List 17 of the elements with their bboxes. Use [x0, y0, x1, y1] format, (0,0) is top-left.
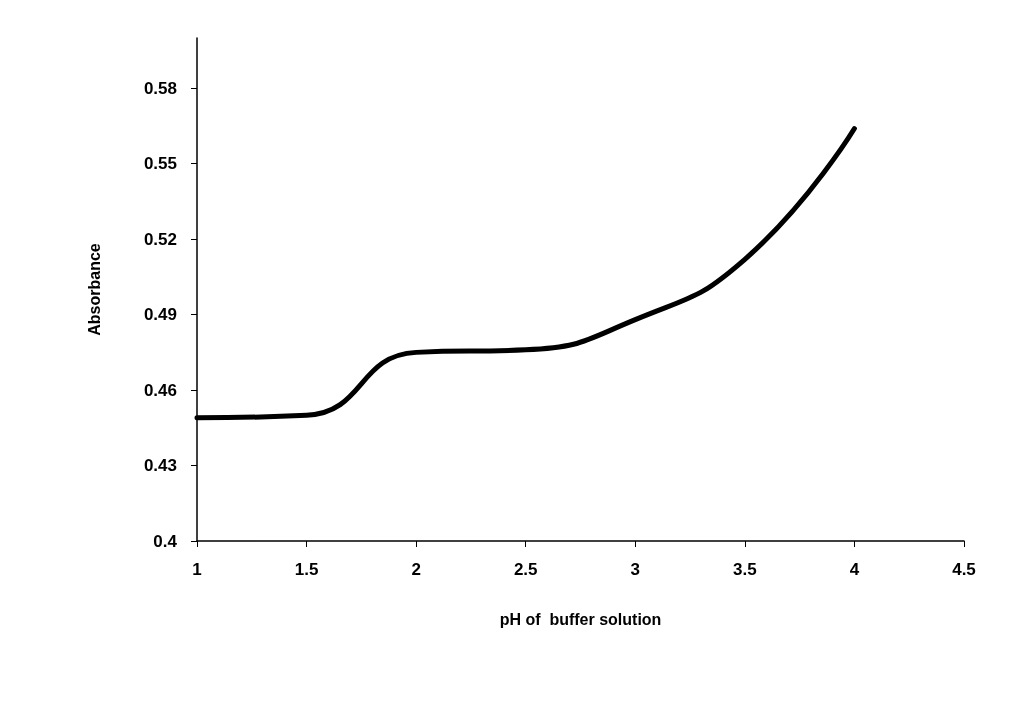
x-tick-label: 4: [849, 560, 860, 579]
x-axis-title: pH of buffer solution: [499, 610, 662, 628]
y-tick-label: 0.58: [143, 78, 177, 98]
x-tick-label: 2.5: [513, 560, 538, 579]
x-tick-label: 1: [192, 560, 202, 579]
x-tick-label: 4.5: [952, 560, 976, 579]
x-tick-label: 2: [411, 560, 421, 579]
y-tick-label: 0.49: [143, 305, 177, 325]
x-tick-label: 3.5: [733, 560, 757, 579]
x-tick-label: 3: [630, 560, 641, 579]
y-tick-label: 0.52: [143, 229, 177, 249]
x-tick-label: 1.5: [294, 560, 319, 579]
y-tick-label: 0.46: [143, 380, 177, 400]
y-tick-label: 0.4: [153, 531, 178, 551]
y-tick-label: 0.43: [143, 456, 177, 476]
y-tick-label: 0.55: [143, 154, 177, 174]
y-axis-title: Absorbance: [85, 243, 103, 336]
